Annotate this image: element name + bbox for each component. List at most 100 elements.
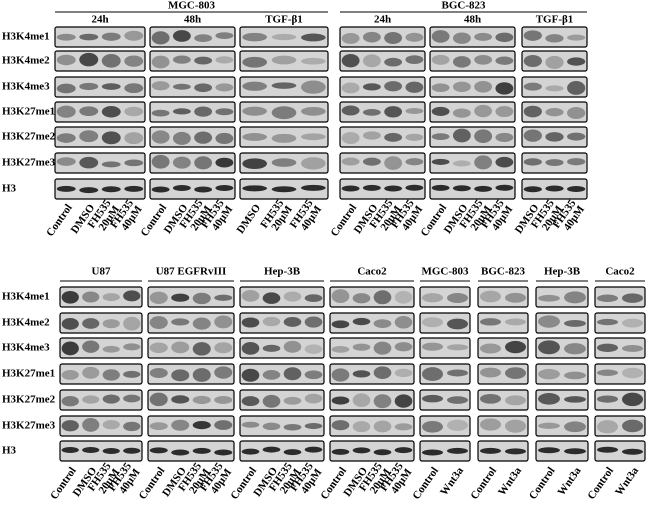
lane-label: Control <box>318 465 349 502</box>
blot <box>535 363 589 385</box>
blot <box>147 312 235 334</box>
blot <box>239 440 325 462</box>
band <box>447 344 468 351</box>
band <box>422 420 443 433</box>
band <box>405 55 424 65</box>
blot-frame <box>477 440 529 462</box>
band <box>215 32 234 39</box>
band <box>422 317 443 328</box>
band <box>373 341 392 355</box>
row-label: H3K4me3 <box>2 342 50 354</box>
blot <box>429 26 516 48</box>
band <box>262 394 281 408</box>
blot-frame <box>147 415 235 437</box>
band <box>79 156 99 169</box>
band <box>431 30 450 43</box>
band <box>538 294 560 302</box>
band <box>452 185 471 192</box>
band <box>480 367 501 378</box>
blot <box>594 286 646 308</box>
blot-frame <box>239 312 325 334</box>
blot <box>239 363 325 385</box>
blot-frame <box>59 337 143 359</box>
band <box>567 158 586 166</box>
band <box>373 394 392 409</box>
band <box>82 318 100 329</box>
band <box>151 31 170 45</box>
blot <box>329 389 415 411</box>
band <box>422 394 443 403</box>
band <box>82 366 100 379</box>
band <box>241 448 260 455</box>
band <box>505 395 526 406</box>
band <box>215 56 234 64</box>
band <box>283 340 302 353</box>
blot <box>329 286 415 308</box>
lane-label: Control <box>44 202 75 239</box>
blot-frame <box>339 101 426 123</box>
band <box>149 342 168 354</box>
blot <box>149 101 236 123</box>
band <box>394 316 413 329</box>
blot-frame <box>339 126 426 148</box>
blot <box>594 440 646 462</box>
row-label: H3K27me1 <box>2 368 55 380</box>
blot <box>329 440 415 462</box>
blot <box>477 363 529 385</box>
band <box>505 292 526 303</box>
band <box>505 367 526 379</box>
band <box>538 340 560 355</box>
blot <box>59 286 143 308</box>
band <box>597 294 618 303</box>
panel-title: TGF-β1 <box>265 14 303 26</box>
blot <box>521 76 588 98</box>
blot <box>339 152 426 174</box>
blot <box>59 440 143 462</box>
blot-frame <box>59 286 143 308</box>
band <box>61 395 79 407</box>
band <box>61 370 79 380</box>
band <box>102 293 120 302</box>
band <box>474 129 493 144</box>
band <box>214 342 233 354</box>
blot-frame <box>147 337 235 359</box>
blot <box>429 50 516 72</box>
band <box>474 155 493 170</box>
band <box>192 447 211 454</box>
band <box>523 30 542 41</box>
band <box>545 108 564 117</box>
lane-label: FH53520μM <box>258 197 295 236</box>
blot <box>594 415 646 437</box>
blot-frame <box>147 440 235 462</box>
band <box>564 421 586 433</box>
band <box>505 419 526 433</box>
band <box>101 161 121 168</box>
band <box>447 292 468 303</box>
band <box>331 320 350 329</box>
blot <box>429 178 516 200</box>
blot-frame <box>477 312 529 334</box>
lane-label: FH53540μM <box>199 197 236 236</box>
band <box>194 186 213 193</box>
band <box>214 315 233 329</box>
band <box>341 53 360 68</box>
band <box>301 184 326 191</box>
lane-label: Control <box>527 465 558 502</box>
band <box>101 106 121 118</box>
lane-label-line: Control <box>328 202 359 239</box>
band <box>194 56 213 65</box>
blot-frame <box>429 26 516 48</box>
band <box>304 294 323 303</box>
band <box>241 290 260 302</box>
band <box>452 81 471 93</box>
band <box>271 133 297 143</box>
band <box>523 186 542 193</box>
band <box>171 341 190 354</box>
band <box>82 291 100 303</box>
band <box>215 83 234 92</box>
band <box>214 396 233 404</box>
band <box>124 106 144 117</box>
blot <box>477 389 529 411</box>
blot-frame <box>239 440 325 462</box>
blot-frame <box>147 286 235 308</box>
